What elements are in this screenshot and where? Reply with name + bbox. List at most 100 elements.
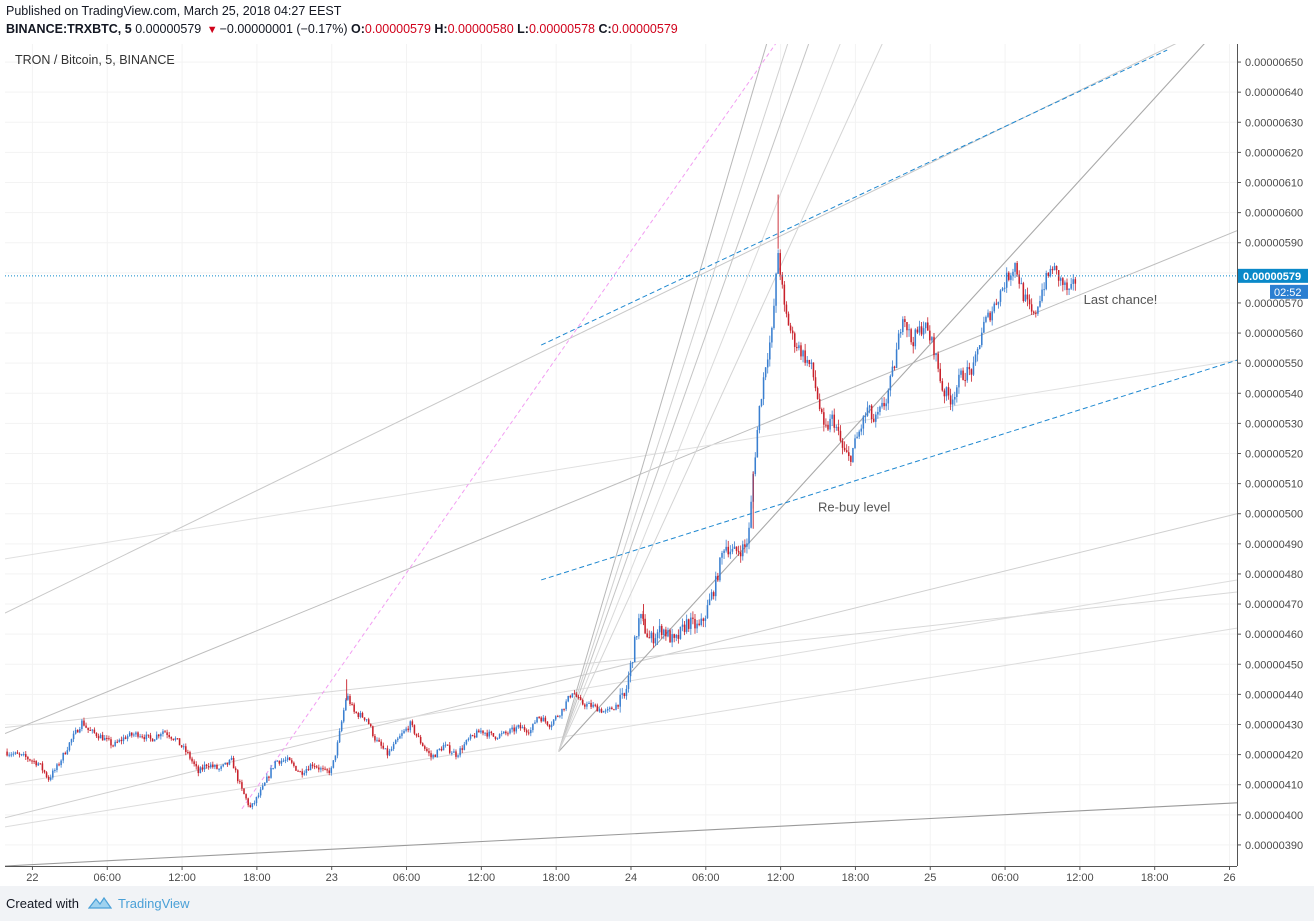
ohlc-legend: BINANCE:TRXBTC, 5 0.00000579 ▼ −0.0000000… bbox=[6, 22, 678, 36]
candle-down bbox=[791, 330, 794, 334]
candle-down bbox=[494, 736, 497, 739]
candle-up bbox=[742, 544, 744, 557]
chart-area[interactable]: Last chance! Re-buy level 0.00000650 0.000… bbox=[5, 44, 1310, 886]
candle-down bbox=[212, 764, 214, 767]
candle-down bbox=[513, 727, 515, 732]
candle-up bbox=[347, 696, 349, 700]
candle-up bbox=[542, 717, 545, 722]
rebuy-level-annotation: Re-buy level bbox=[818, 499, 890, 514]
candle-down bbox=[962, 370, 964, 380]
candle-down bbox=[378, 739, 380, 742]
candle-down bbox=[1074, 279, 1077, 284]
candle-up bbox=[592, 704, 594, 707]
candle-up bbox=[650, 632, 653, 639]
candle-up bbox=[214, 764, 216, 767]
candle-down bbox=[313, 766, 316, 768]
candle-up bbox=[259, 789, 262, 796]
candle-up bbox=[209, 764, 212, 768]
candle-up bbox=[685, 619, 688, 632]
trendline-faint bbox=[5, 627, 1238, 828]
candle-up bbox=[777, 253, 779, 274]
candle-down bbox=[820, 409, 823, 413]
candle-up bbox=[56, 764, 58, 770]
y-tick-label: 0.00000600 bbox=[1245, 208, 1303, 220]
candle-up bbox=[409, 721, 412, 731]
candle-down bbox=[519, 725, 522, 729]
candle-down bbox=[893, 366, 896, 368]
candle-down bbox=[698, 623, 700, 626]
candle-down bbox=[989, 312, 991, 321]
candle-up bbox=[885, 403, 887, 407]
candle-up bbox=[438, 748, 441, 750]
candle-up bbox=[638, 618, 640, 637]
candle-down bbox=[239, 781, 241, 783]
candle-up bbox=[627, 676, 630, 689]
candle-down bbox=[785, 304, 788, 314]
candle-down bbox=[540, 717, 542, 722]
candle-up bbox=[14, 752, 17, 754]
symbol-label: BINANCE:TRXBTC, 5 bbox=[6, 22, 132, 36]
candle-up bbox=[588, 702, 590, 704]
candle-up bbox=[332, 760, 335, 768]
candle-down bbox=[191, 758, 193, 762]
candle-up bbox=[760, 399, 763, 406]
candle-down bbox=[193, 761, 195, 765]
candle-down bbox=[912, 342, 914, 347]
x-tick-label: 23 bbox=[326, 872, 338, 884]
candle-down bbox=[110, 739, 112, 746]
candle-up bbox=[532, 723, 534, 731]
candle-up bbox=[303, 772, 306, 775]
candle-up bbox=[881, 402, 883, 407]
candle-up bbox=[704, 618, 707, 621]
candle-down bbox=[322, 768, 324, 770]
candle-up bbox=[552, 719, 555, 725]
candle-down bbox=[827, 424, 829, 430]
candle-down bbox=[673, 634, 675, 638]
candle-up bbox=[633, 636, 636, 663]
trendline-mid bbox=[5, 359, 1238, 560]
candle-down bbox=[25, 754, 27, 757]
candle-down bbox=[814, 377, 817, 389]
y-tick-label: 0.00000570 bbox=[1245, 298, 1303, 310]
x-tick-label: 18:00 bbox=[842, 872, 870, 884]
candle-down bbox=[318, 767, 320, 770]
candle-up bbox=[224, 762, 227, 765]
candle-down bbox=[596, 705, 599, 712]
open-value: 0.00000579 bbox=[364, 22, 431, 36]
candle-up bbox=[12, 753, 15, 755]
candle-down bbox=[804, 350, 806, 363]
candle-down bbox=[712, 592, 715, 597]
candle-down bbox=[130, 732, 133, 736]
candle-down bbox=[189, 752, 191, 759]
candle-down bbox=[195, 764, 197, 767]
candle-down bbox=[1035, 312, 1037, 314]
candle-up bbox=[68, 742, 71, 751]
candle-down bbox=[939, 368, 942, 382]
candle-down bbox=[76, 730, 79, 733]
candle-up bbox=[118, 739, 121, 743]
candle-down bbox=[920, 326, 923, 335]
candle-up bbox=[829, 418, 831, 430]
close-label: C: bbox=[598, 22, 612, 36]
candle-down bbox=[311, 764, 314, 767]
candle-up bbox=[91, 729, 94, 731]
candle-up bbox=[401, 733, 403, 736]
candle-up bbox=[392, 744, 395, 749]
candle-up bbox=[889, 375, 892, 391]
candle-up bbox=[976, 349, 979, 355]
candle-down bbox=[47, 776, 50, 780]
candle-up bbox=[598, 709, 601, 712]
price-chart[interactable]: Last chance!Re-buy level 0.000006500.000… bbox=[5, 44, 1310, 886]
candle-down bbox=[538, 717, 540, 719]
candle-up bbox=[1041, 289, 1043, 302]
candle-up bbox=[667, 630, 669, 637]
candle-down bbox=[172, 738, 175, 740]
candle-down bbox=[548, 725, 551, 728]
tradingview-brand[interactable]: TradingView bbox=[118, 896, 190, 911]
candle-down bbox=[31, 760, 33, 762]
candle-up bbox=[218, 768, 220, 770]
x-tick-label: 18:00 bbox=[1141, 872, 1169, 884]
candle-up bbox=[748, 527, 750, 544]
candle-up bbox=[384, 748, 387, 750]
candle-up bbox=[365, 719, 368, 721]
